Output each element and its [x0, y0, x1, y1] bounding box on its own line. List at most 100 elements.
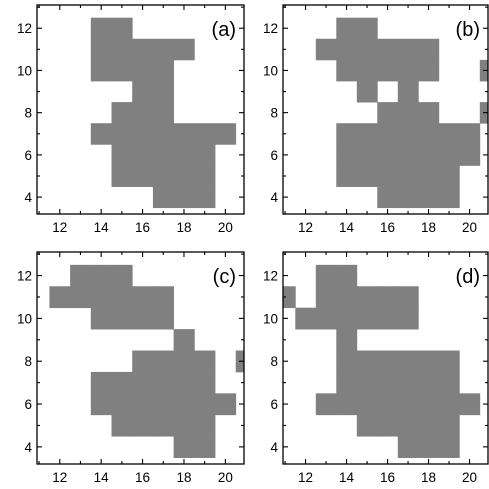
occupied-cell: [397, 59, 419, 82]
x-tick-label: 12: [298, 220, 313, 235]
occupied-cell: [152, 59, 175, 82]
occupied-cell: [418, 59, 440, 82]
x-tick-label: 14: [94, 470, 110, 485]
occupied-cell: [397, 414, 419, 437]
y-tick-label: 4: [270, 440, 278, 455]
plot-frame: [36, 251, 245, 465]
occupied-cell: [377, 350, 399, 373]
occupied-cell: [215, 393, 237, 416]
occupied-cell: [397, 371, 419, 394]
occupied-cell: [90, 307, 112, 330]
occupied-cell: [132, 286, 154, 309]
occupied-cell: [173, 123, 195, 145]
occupied-cell: [194, 186, 216, 209]
x-tick-label: 18: [421, 220, 436, 235]
occupied-cell: [459, 123, 481, 145]
x-tick-label: 12: [52, 470, 67, 485]
occupied-cell: [194, 144, 216, 166]
occupied-cell: [356, 144, 378, 166]
occupied-cell: [173, 414, 195, 437]
panel-c: 12 14 16 18 20 4 6 8 10 12 (c): [17, 251, 245, 485]
occupied-cell: [438, 436, 460, 458]
y-tick-label: 10: [263, 311, 278, 326]
occupied-cell: [438, 414, 460, 437]
panel-label: (c): [213, 266, 236, 288]
occupied-cell: [377, 59, 399, 82]
occupied-cell: [459, 144, 481, 166]
occupied-cell: [90, 38, 112, 61]
panel-a: 12 14 16 18 20 4 6 8 10 12 (a): [17, 4, 245, 235]
occupied-cell: [152, 38, 175, 61]
cell-group: [90, 17, 237, 209]
cell-group: [283, 264, 481, 458]
occupied-cell: [173, 186, 195, 209]
occupied-cell: [397, 102, 419, 124]
occupied-cell: [111, 165, 133, 187]
occupied-cell: [336, 123, 358, 145]
occupied-cell: [132, 81, 154, 103]
occupied-cell: [397, 38, 419, 61]
x-tick-label: 14: [339, 470, 355, 485]
occupied-cell: [132, 393, 154, 416]
occupied-cell: [152, 81, 175, 103]
occupied-cell: [132, 414, 154, 437]
occupied-cell: [194, 393, 216, 416]
y-tick-label: 6: [24, 148, 32, 163]
occupied-cell: [418, 350, 440, 373]
occupied-cell: [438, 393, 460, 416]
occupied-cell: [111, 371, 133, 394]
occupied-cell: [336, 17, 358, 40]
occupied-cell: [336, 144, 358, 166]
y-tick-label: 12: [263, 21, 278, 36]
y-tick-label: 4: [24, 190, 32, 205]
x-tick-label: 12: [298, 470, 313, 485]
occupied-cell: [111, 123, 133, 145]
occupied-cell: [397, 186, 419, 209]
occupied-cell: [336, 165, 358, 187]
occupied-cell: [336, 264, 358, 287]
occupied-cell: [173, 350, 195, 373]
occupied-cell: [418, 102, 440, 124]
occupied-cell: [418, 38, 440, 61]
x-tick-label: 20: [218, 470, 233, 485]
occupied-cell: [336, 59, 358, 82]
occupied-cell: [438, 123, 460, 145]
occupied-cell: [152, 123, 175, 145]
panel-label: (d): [456, 266, 480, 288]
x-tick-label: 12: [52, 220, 67, 235]
panel-label: (a): [212, 19, 236, 41]
occupied-cell: [459, 393, 481, 416]
x-tick-label: 18: [421, 470, 436, 485]
occupied-cell: [418, 186, 440, 209]
occupied-cell: [356, 81, 378, 103]
x-tick-label: 18: [176, 220, 191, 235]
occupied-cell: [194, 371, 216, 394]
occupied-cell: [70, 264, 92, 287]
occupied-cell: [295, 307, 317, 330]
x-tick-label: 18: [176, 470, 191, 485]
occupied-cell: [132, 165, 154, 187]
occupied-cell: [377, 186, 399, 209]
y-tick-label: 10: [17, 311, 32, 326]
occupied-cell: [336, 307, 358, 330]
panel-label: (b): [456, 19, 480, 41]
plot-frame: [282, 251, 489, 465]
occupied-cell: [90, 264, 112, 287]
occupied-cell: [315, 264, 337, 287]
y-tick-label: 12: [17, 269, 32, 284]
plot-frame: [282, 4, 489, 215]
occupied-cell: [418, 371, 440, 394]
occupied-cell: [377, 123, 399, 145]
occupied-cell: [397, 436, 419, 458]
occupied-cell: [315, 393, 337, 416]
occupied-cell: [315, 38, 337, 61]
occupied-cell: [90, 17, 112, 40]
occupied-cell: [90, 371, 112, 394]
occupied-cell: [90, 123, 112, 145]
occupied-cell: [152, 102, 175, 124]
occupied-cell: [194, 436, 216, 458]
occupied-cell: [397, 350, 419, 373]
occupied-cell: [173, 144, 195, 166]
occupied-cell: [356, 414, 378, 437]
